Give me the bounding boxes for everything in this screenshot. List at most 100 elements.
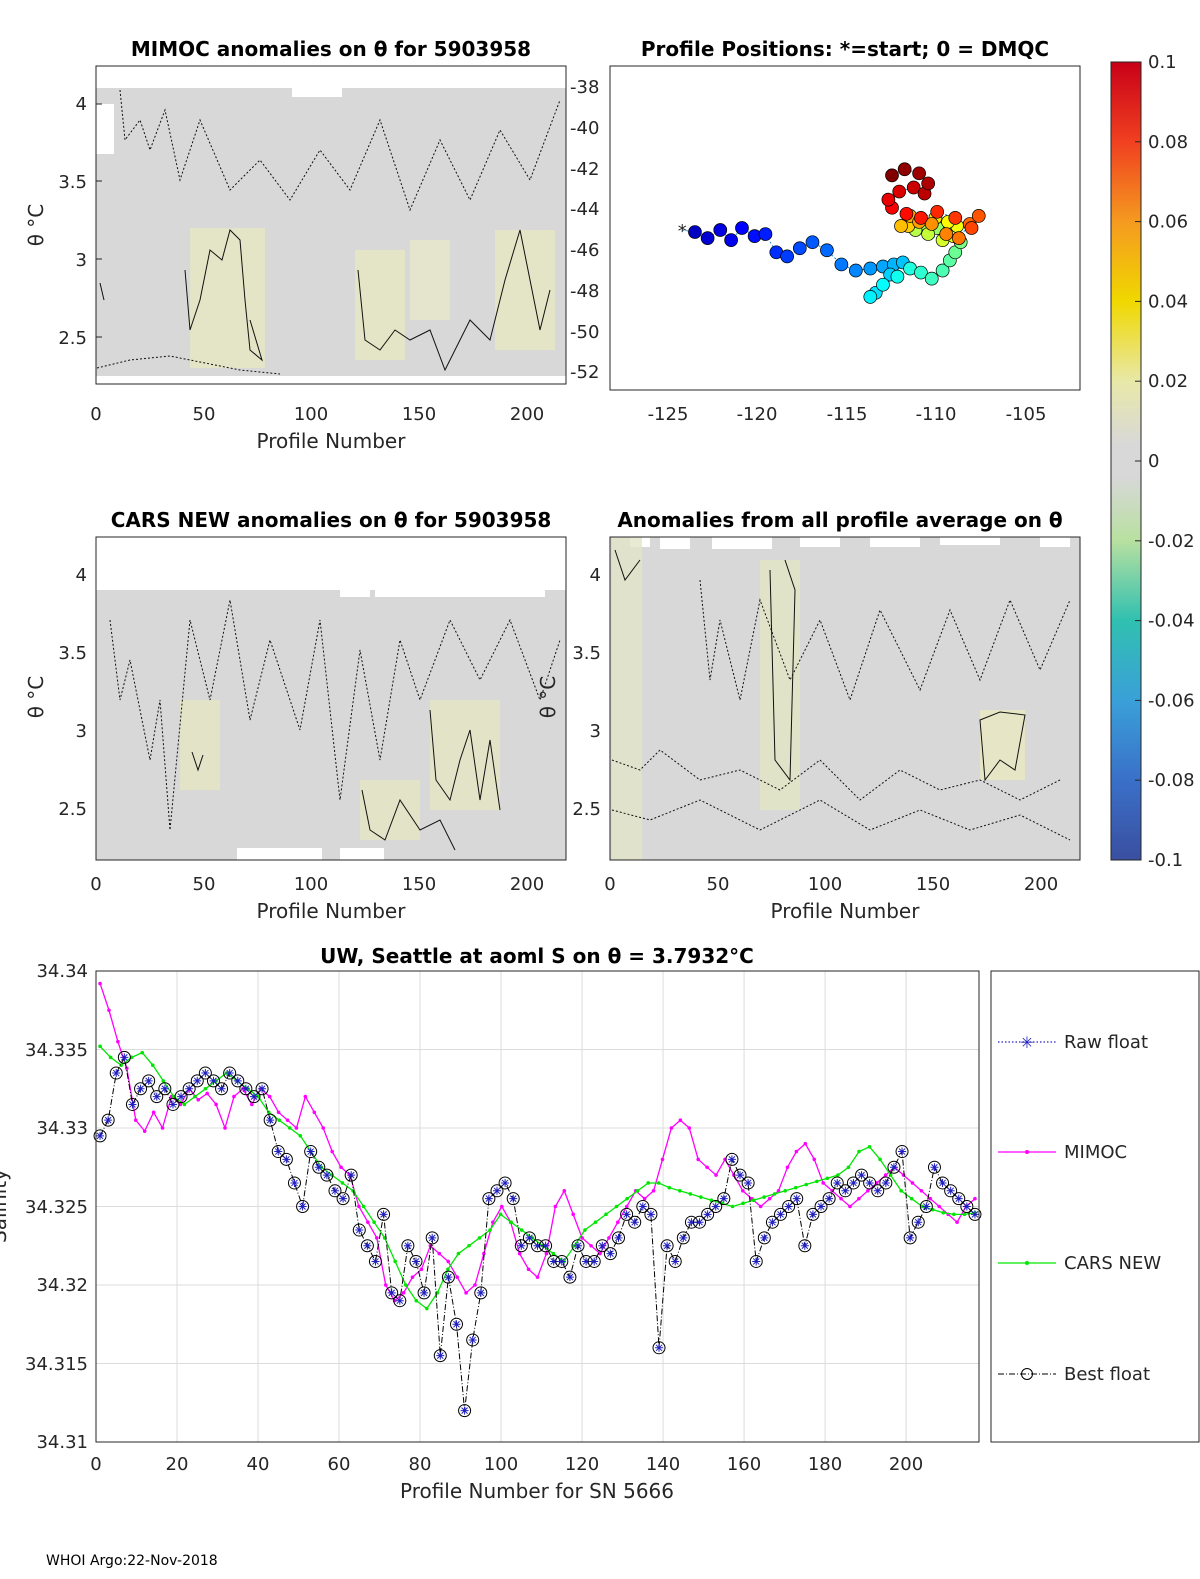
profile-position-point — [894, 219, 908, 233]
cars-new-point — [699, 1195, 703, 1199]
raw-float-marker — [800, 1241, 809, 1250]
float-point — [263, 1113, 277, 1127]
float-point — [838, 1184, 852, 1198]
colorbar-tick: -0.02 — [1148, 531, 1195, 552]
float-point — [150, 1090, 164, 1104]
cars-xticks: 0 50 100 150 200 — [90, 874, 544, 895]
best-float-marker — [377, 1207, 391, 1221]
allavg-heatmap — [610, 537, 1080, 860]
latitude-tick: -42 — [570, 159, 599, 180]
raw-float-marker — [282, 1155, 291, 1164]
float-point — [142, 1074, 156, 1088]
raw-float-marker — [930, 1163, 939, 1172]
best-float-marker — [255, 1082, 269, 1096]
cars-new-point — [361, 1204, 366, 1209]
colorbar-tick: -0.08 — [1148, 770, 1195, 791]
salinity-xtick: 120 — [565, 1454, 599, 1475]
float-point — [952, 1192, 966, 1206]
raw-float-marker — [792, 1194, 801, 1203]
best-float-marker — [652, 1341, 666, 1355]
profile-position-point — [971, 209, 986, 223]
raw-float-marker — [687, 1218, 696, 1227]
float-point — [749, 1254, 763, 1268]
cars-xtick: 150 — [402, 874, 436, 895]
raw-float-marker — [436, 1351, 445, 1360]
positions-axes-frame — [609, 65, 1081, 391]
cars-new-point — [256, 1094, 260, 1099]
colorbar: 0.1 0.08 0.06 0.04 0.02 0 -0.02 -0.04 -0.06 -0.08… — [1110, 52, 1195, 871]
cars-new-point — [804, 1182, 809, 1187]
cars-ytick: 2.5 — [58, 799, 87, 820]
cars-new-point — [646, 1181, 650, 1185]
raw-float-marker — [841, 1186, 850, 1195]
float-point — [895, 1145, 909, 1159]
salinity-ytick: 34.335 — [25, 1040, 88, 1061]
allavg-xtick: 200 — [1024, 874, 1058, 895]
float-point — [352, 1223, 366, 1237]
float-point — [628, 1215, 642, 1229]
float-point — [652, 1341, 666, 1355]
raw-float-marker — [582, 1257, 591, 1266]
float-point — [109, 1066, 123, 1080]
float-point — [936, 1176, 950, 1190]
float-point — [676, 1231, 690, 1245]
best-float-marker — [320, 1168, 334, 1182]
cars-new-point — [372, 1220, 376, 1224]
raw-float-marker — [703, 1210, 712, 1219]
raw-float-marker — [557, 1257, 566, 1266]
best-float-marker — [482, 1192, 496, 1206]
best-float-marker — [563, 1270, 577, 1284]
float-point — [458, 1404, 472, 1418]
float-point — [287, 1176, 301, 1190]
raw-float-marker — [525, 1233, 534, 1242]
best-float-marker — [174, 1090, 188, 1104]
raw-float-marker — [889, 1163, 898, 1172]
float-point — [911, 1215, 925, 1229]
footer-stamp: WHOI Argo:22-Nov-2018 — [46, 1553, 218, 1569]
mimoc-point — [607, 1236, 611, 1240]
float-point — [603, 1247, 617, 1261]
legend-label: Raw float — [1064, 1032, 1148, 1053]
best-float-marker — [279, 1152, 293, 1166]
raw-float-marker — [655, 1343, 664, 1352]
raw-float-marker — [857, 1171, 866, 1180]
best-float-marker — [449, 1317, 463, 1331]
best-float-marker — [960, 1200, 974, 1213]
raw-float-marker — [646, 1210, 655, 1219]
best-float-marker — [919, 1200, 933, 1213]
raw-float-marker — [622, 1210, 631, 1219]
raw-float-marker — [104, 1116, 113, 1125]
float-point — [701, 1207, 715, 1221]
colorbar-tick: 0.1 — [1148, 52, 1177, 73]
float-point — [174, 1090, 188, 1104]
cars-new-point — [203, 1086, 208, 1091]
float-point — [158, 1082, 172, 1096]
mimoc-xtick: 150 — [402, 404, 436, 425]
profile-position-point — [820, 243, 834, 258]
raw-float-marker — [638, 1202, 647, 1211]
best-float-marker — [936, 1176, 950, 1190]
best-float-marker — [142, 1074, 156, 1088]
best-float-marker — [798, 1239, 812, 1253]
best-float-marker — [304, 1145, 318, 1159]
float-point — [855, 1168, 869, 1182]
mimoc-point — [366, 1220, 370, 1224]
cars-new-point — [498, 1212, 503, 1217]
best-float-marker — [806, 1207, 820, 1221]
float-point — [612, 1231, 626, 1245]
float-point — [879, 1176, 893, 1190]
cars-new-point — [836, 1173, 840, 1177]
raw-float-marker — [776, 1210, 785, 1219]
float-point — [668, 1254, 682, 1268]
float-point — [466, 1333, 480, 1347]
salinity-xtick: 20 — [166, 1454, 189, 1475]
float-point — [385, 1286, 399, 1300]
raw-float-marker — [906, 1233, 915, 1242]
profile-position-point — [713, 223, 728, 237]
mimoc-point — [303, 1094, 308, 1099]
profile-position-point — [863, 261, 878, 276]
salinity-xtick: 80 — [409, 1454, 432, 1475]
legend-best-float: Best float — [998, 1364, 1150, 1385]
float-point — [741, 1176, 755, 1190]
raw-float-marker — [322, 1171, 331, 1180]
